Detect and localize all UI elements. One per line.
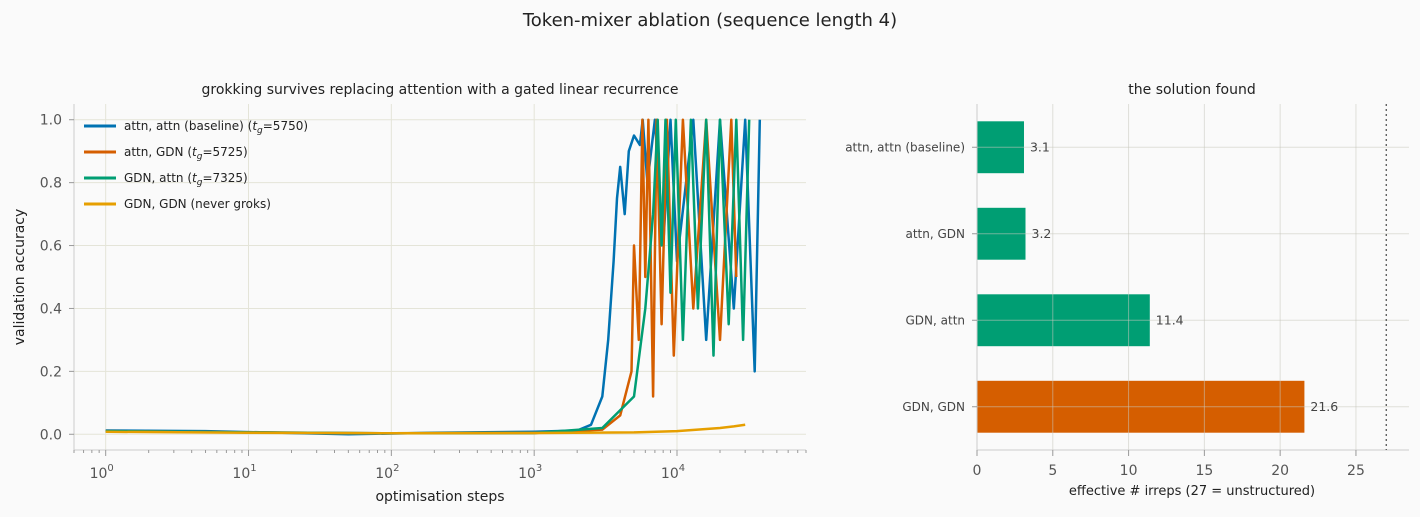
bar-category-label: GDN, GDN — [902, 400, 965, 414]
bar-value-label: 11.4 — [1156, 312, 1184, 327]
legend-t-subscript: g — [257, 126, 263, 136]
bar-x-tick-label: 10 — [1120, 463, 1138, 479]
bar-value-label: 3.1 — [1030, 139, 1050, 154]
bar-chart-panel: attn, attn (baseline) attn, GDN GDN, attn G… — [845, 82, 1409, 499]
bar-x-tick-label: 25 — [1347, 463, 1365, 479]
legend-t-subscript: g — [197, 178, 203, 188]
bar-category-label: GDN, attn — [905, 313, 965, 327]
legend-entry: GDN, GDN (never groks) — [124, 197, 271, 211]
series-line-2 — [105, 118, 751, 435]
tick-base: 10 — [375, 466, 393, 482]
legend-t-symbol: t — [192, 145, 198, 159]
bar-chart-title: the solution found — [1128, 82, 1255, 98]
legend-entry: attn, attn (baseline) (tg=5750) — [124, 119, 308, 136]
line-x-tick-label: 102 — [375, 463, 399, 482]
line-y-tick-label: 0.8 — [40, 176, 62, 192]
legend-label: GDN, attn ( — [124, 171, 192, 185]
tick-base: 10 — [232, 466, 250, 482]
bar-x-tick-label: 0 — [973, 463, 982, 479]
tick-exponent: 4 — [679, 463, 685, 474]
line-y-tick-label: 0.6 — [40, 239, 62, 255]
line-x-tick-label: 104 — [661, 463, 685, 482]
legend-entry: attn, GDN (tg=5725) — [124, 145, 248, 162]
legend-suffix: =5725) — [202, 145, 247, 159]
bar-category-label: attn, attn (baseline) — [845, 140, 965, 154]
legend-entry: GDN, attn (tg=7325) — [124, 171, 248, 188]
line-y-tick-label: 0.4 — [40, 301, 62, 317]
line-x-axis-label: optimisation steps — [375, 489, 504, 505]
tick-base: 10 — [661, 466, 679, 482]
legend-suffix: =7325) — [202, 171, 247, 185]
series-line-3 — [105, 423, 746, 435]
line-y-axis-label: validation accuracy — [12, 209, 28, 346]
line-x-tick-label: 101 — [232, 463, 256, 482]
legend-t-subscript: g — [197, 152, 203, 162]
bar-value-label: 21.6 — [1310, 399, 1338, 414]
line-legend: attn, attn (baseline) (tg=5750)attn, GDN… — [84, 119, 308, 211]
bar-ticks: attn, attn (baseline) attn, GDN GDN, attn G… — [845, 140, 1365, 479]
line-y-tick-label: 0.0 — [40, 427, 62, 443]
line-x-tick-label: 100 — [90, 463, 114, 482]
legend-t-symbol: t — [192, 171, 198, 185]
bar-x-tick-label: 5 — [1048, 463, 1057, 479]
tick-exponent: 3 — [536, 463, 542, 474]
line-y-tick-label: 0.2 — [40, 364, 62, 380]
legend-label: GDN, GDN (never groks) — [124, 197, 271, 211]
bar-value-labels: 3.1 3.2 11.4 21.6 — [1030, 139, 1338, 414]
tick-base: 10 — [90, 466, 108, 482]
line-x-tick-label: 103 — [518, 463, 542, 482]
bar-x-axis-label: effective # irreps (27 = unstructured) — [1069, 484, 1315, 499]
line-series-group — [105, 118, 762, 436]
line-chart-title: grokking survives replacing attention wi… — [201, 82, 678, 98]
tick-exponent: 1 — [250, 463, 256, 474]
legend-label: attn, attn (baseline) ( — [124, 119, 252, 133]
bar-value-label: 3.2 — [1032, 226, 1052, 241]
legend-suffix: =5750) — [263, 119, 308, 133]
tick-base: 10 — [518, 466, 536, 482]
line-y-tick-label: 1.0 — [40, 113, 62, 129]
figure-title: Token-mixer ablation (sequence length 4) — [522, 10, 898, 31]
legend-label: attn, GDN ( — [124, 145, 192, 159]
bar-category-label: attn, GDN — [905, 227, 965, 241]
legend-t-symbol: t — [252, 119, 258, 133]
bar-x-tick-label: 15 — [1195, 463, 1213, 479]
tick-exponent: 2 — [393, 463, 399, 474]
tick-exponent: 0 — [107, 463, 113, 474]
bar-x-tick-label: 20 — [1271, 463, 1289, 479]
